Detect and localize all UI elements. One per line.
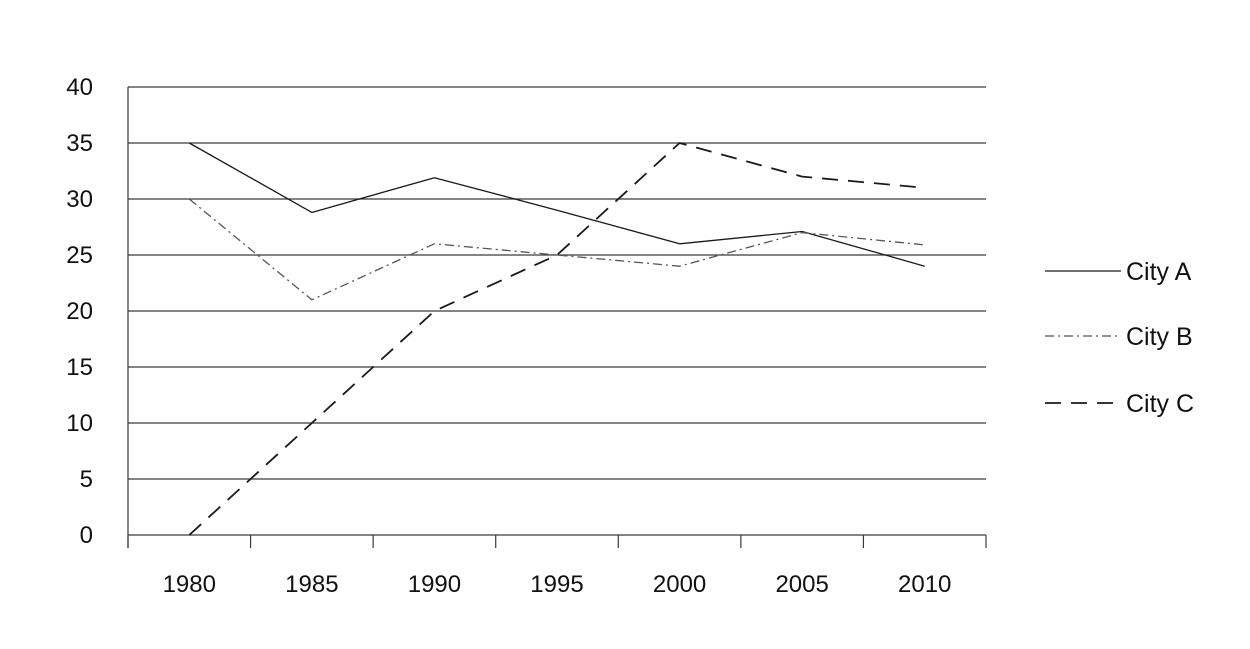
- data-point: [310, 298, 314, 302]
- series-lines: [187, 141, 927, 537]
- x-tick-label: 1990: [408, 571, 461, 598]
- x-tick-label: 1995: [530, 571, 583, 598]
- data-point: [310, 421, 314, 425]
- x-tick-label: 2000: [653, 571, 706, 598]
- x-tick-label: 1980: [163, 571, 216, 598]
- data-point: [432, 309, 436, 313]
- legend-label: City A: [1126, 258, 1192, 286]
- data-point: [187, 141, 191, 145]
- data-point: [678, 141, 682, 145]
- data-point: [800, 175, 804, 179]
- y-tick-label: 35: [66, 130, 93, 157]
- data-point: [187, 197, 191, 201]
- series-line-city-a: [188, 142, 925, 267]
- legend-label: City C: [1126, 390, 1194, 418]
- series-line-city-c: [188, 142, 925, 536]
- y-tick-label: 0: [80, 522, 93, 549]
- x-tick-label: 1985: [285, 571, 338, 598]
- x-tick-labels: 1980 1985 1990 1995 2000 2005 2010: [163, 571, 952, 598]
- data-point: [923, 186, 927, 190]
- data-point: [678, 242, 682, 246]
- data-point: [678, 264, 682, 268]
- data-point: [187, 533, 191, 537]
- y-tick-label: 30: [66, 186, 93, 213]
- gridlines: [128, 86, 986, 480]
- y-tick-label: 15: [66, 354, 93, 381]
- series-line-city-b: [188, 198, 925, 301]
- data-point: [310, 210, 314, 214]
- data-point: [555, 208, 559, 212]
- data-point: [432, 176, 436, 180]
- data-point: [555, 253, 559, 257]
- y-tick-label: 10: [66, 410, 93, 437]
- y-tick-label: 25: [66, 242, 93, 269]
- legend-label: City B: [1126, 323, 1193, 351]
- data-point: [432, 242, 436, 246]
- x-tick-label: 2005: [775, 571, 828, 598]
- y-tick-label: 40: [66, 74, 93, 101]
- x-tick-label: 2010: [898, 571, 951, 598]
- y-tick-labels: 0 5 10 15 20 25 30 35 40: [66, 74, 93, 549]
- axes: [127, 87, 987, 548]
- data-point: [800, 231, 804, 235]
- legend: City A City B City C: [1045, 258, 1194, 418]
- data-point: [923, 243, 927, 247]
- y-tick-label: 5: [80, 466, 93, 493]
- data-point: [923, 264, 927, 268]
- y-tick-label: 20: [66, 298, 93, 325]
